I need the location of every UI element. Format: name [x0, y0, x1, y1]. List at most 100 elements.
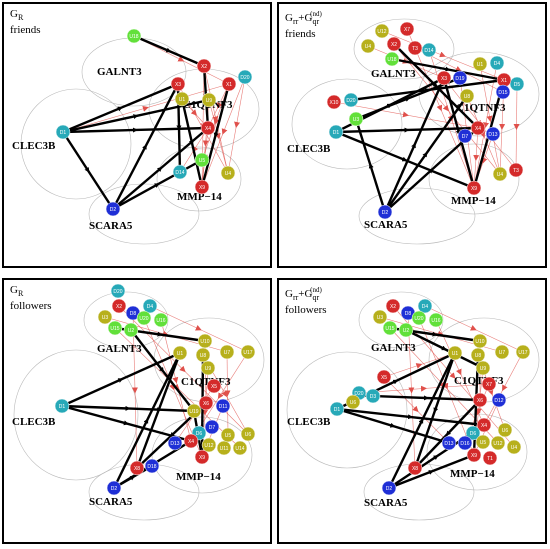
- network-node-label: U9: [206, 98, 213, 104]
- network-node-circle: [329, 401, 345, 417]
- strong-edge: [372, 394, 481, 402]
- network-node-circle: [198, 395, 214, 411]
- network-node-label: U12: [204, 443, 213, 449]
- network-node: D13: [485, 126, 501, 142]
- network-node-circle: [466, 447, 482, 463]
- gene-label: MMP−14: [450, 468, 495, 480]
- network-node-circle: [197, 333, 213, 349]
- network-node-circle: [372, 309, 388, 325]
- strong-edge: [112, 158, 203, 211]
- network-node-circle: [384, 51, 400, 67]
- network-node: D4: [489, 55, 505, 71]
- network-node-circle: [386, 36, 402, 52]
- network-node: D4: [142, 298, 158, 314]
- network-node-label: U18: [129, 34, 138, 40]
- gene-label: GALNT3: [97, 343, 142, 355]
- network-node-circle: [508, 162, 524, 178]
- network-node: U20: [136, 310, 152, 326]
- strong-edge-line: [354, 118, 387, 213]
- graph-subscript-qr: qr: [312, 17, 320, 26]
- weak-edge: [407, 312, 416, 469]
- network-node: U15: [107, 320, 123, 336]
- network-node-label: D16: [460, 441, 469, 447]
- network-node: U1: [447, 345, 463, 361]
- graph-subscript: rr: [292, 17, 299, 26]
- graph-subscript: R: [17, 13, 24, 22]
- graph-symbol: G: [285, 288, 293, 300]
- network-node-label: X9: [471, 453, 477, 459]
- weak-edge-line: [424, 305, 524, 353]
- gene-cluster-outline: [428, 317, 540, 403]
- network-node: X2: [385, 298, 401, 314]
- network-node: U3: [372, 309, 388, 325]
- network-node: X2: [111, 298, 127, 314]
- network-node: U6: [345, 394, 361, 410]
- network-node-circle: [328, 124, 344, 140]
- network-node: U2: [398, 322, 414, 338]
- gene-label: GALNT3: [97, 66, 142, 78]
- network-node-circle: [240, 426, 256, 442]
- network-node-circle: [183, 433, 199, 449]
- network-node-circle: [376, 369, 392, 385]
- weak-edge: [149, 305, 249, 353]
- network-node-label: U2: [128, 328, 135, 334]
- panel-title-graph: Grr+Gqr(nd): [285, 8, 322, 28]
- network-node: D4: [417, 298, 433, 314]
- panel-grr-gqr-followers: Grr+Gqr(nd) followers GALNT3 C1QTNF3 CLEC3B M…: [277, 278, 547, 544]
- network-node: U9: [201, 92, 217, 108]
- network-node-label: X3: [441, 76, 447, 82]
- network-node: U1: [472, 56, 488, 72]
- network-node-circle: [457, 128, 473, 144]
- network-node-label: U12: [377, 29, 386, 35]
- network-node-label: X5: [381, 375, 387, 381]
- network-graph: GALNT3 C1QTNF3 CLEC3B MMP−14 SCARA5 X7 U12 U4 X2…: [287, 18, 540, 245]
- network-node-circle: [107, 320, 123, 336]
- network-node-label: D1: [334, 407, 341, 413]
- network-node: U6: [240, 426, 256, 442]
- network-node: U4: [492, 166, 508, 182]
- network-node: D19: [452, 70, 468, 86]
- network-node-label: T1: [487, 456, 493, 462]
- network-node-label: X5: [211, 384, 217, 390]
- network-node-label: D3: [370, 394, 377, 400]
- network-node: X7: [481, 376, 497, 392]
- network-node: X8: [129, 460, 145, 476]
- strong-edge: [350, 78, 505, 102]
- weak-edge: [393, 43, 501, 175]
- network-node-label: X2: [390, 304, 396, 310]
- network-node-label: U16: [156, 318, 165, 324]
- weak-edge: [358, 383, 490, 394]
- network-node-label: U6: [502, 428, 509, 434]
- strong-edge: [135, 352, 182, 469]
- network-node-label: D20: [113, 289, 122, 295]
- network-node-circle: [428, 312, 444, 328]
- network-node: U8: [195, 347, 211, 363]
- gene-label: CLEC3B: [12, 140, 56, 152]
- strong-edge: [414, 399, 481, 469]
- network-node-circle: [407, 460, 423, 476]
- network-node-label: D13: [488, 132, 497, 138]
- weak-edge: [424, 305, 524, 353]
- network-node-label: D20: [354, 391, 363, 397]
- network-node-label: D1: [59, 404, 66, 410]
- network-node-circle: [106, 480, 122, 496]
- network-node-label: D6: [196, 431, 203, 437]
- gene-label: MMP−14: [451, 195, 496, 207]
- panel-title-graph: GR: [10, 284, 52, 300]
- network-node: U7: [219, 344, 235, 360]
- panel-gr-friends: GRfriendsGALNT3C1QTNF3CLEC3BMMP−14SCARA5…: [2, 2, 272, 268]
- network-node-label: X4: [205, 126, 211, 132]
- network-node-circle: [232, 440, 248, 456]
- strong-edge: [61, 404, 195, 413]
- network-node-label: U3: [102, 315, 109, 321]
- panel-title-relation: followers: [10, 300, 52, 312]
- network-node-label: U1: [179, 97, 186, 103]
- network-node-label: U19: [189, 409, 198, 415]
- network-node-circle: [194, 449, 210, 465]
- strong-edge-line: [133, 34, 205, 68]
- network-node-circle: [167, 435, 183, 451]
- gene-cluster-outline: [20, 88, 132, 200]
- network-node-label: X4: [481, 423, 487, 429]
- network-node-label: U3: [353, 117, 360, 123]
- network-node-label: U6: [245, 432, 252, 438]
